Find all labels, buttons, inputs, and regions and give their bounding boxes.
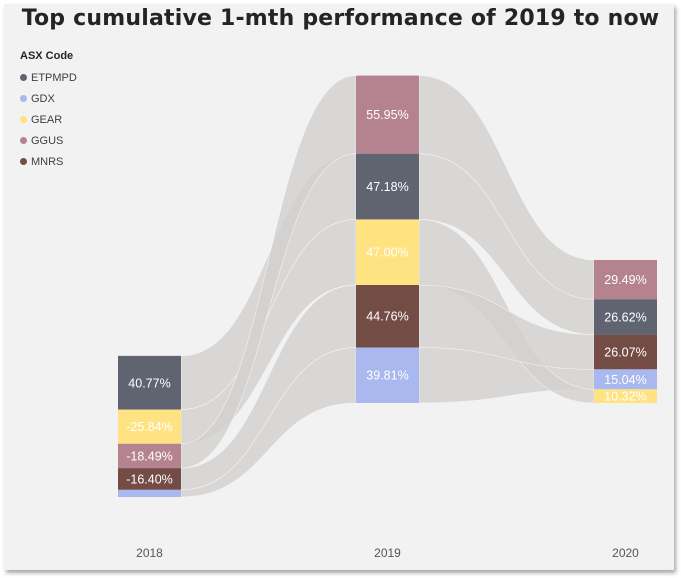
bar-gdx-2019[interactable]	[356, 347, 419, 403]
bar-gdx-2018[interactable]	[118, 489, 181, 497]
data-label-ggus-2018: -18.49%	[126, 449, 173, 463]
legend-label-mnrs: MNRS	[31, 155, 64, 168]
bar-mnrs-2018[interactable]	[118, 468, 181, 490]
x-tick-2020: 2020	[612, 546, 639, 560]
legend-label-gear: GEAR	[31, 113, 63, 126]
data-label-gear-2020: 10.32%	[604, 390, 646, 404]
legend-item-ggus[interactable]: GGUS	[20, 130, 77, 151]
legend: ASX Code ETPMPD GDX GEAR GGUS MNRS	[20, 50, 77, 172]
data-label-gear-2019: 47.00%	[366, 246, 408, 260]
data-label-ggus-2020: 29.49%	[604, 273, 646, 287]
bar-gear-2018[interactable]	[118, 409, 181, 444]
legend-item-gear[interactable]: GEAR	[20, 109, 77, 130]
data-label-mnrs-2018: -16.40%	[126, 472, 173, 486]
bar-gdx-2020[interactable]	[594, 369, 657, 390]
ribbon-layer	[180, 75, 595, 498]
legend-label-ggus: GGUS	[31, 134, 64, 147]
bar-etpmpd-2020[interactable]	[594, 299, 657, 335]
legend-dot-mnrs	[20, 158, 27, 165]
data-label-gdx-2019: 39.81%	[366, 369, 408, 383]
data-label-etpmpd-2020: 26.62%	[604, 310, 646, 324]
legend-item-gdx[interactable]: GDX	[20, 88, 77, 109]
bar-mnrs-2019[interactable]	[356, 285, 419, 348]
data-label-gdx-2020: 15.04%	[604, 373, 646, 387]
bar-gear-2020[interactable]	[594, 389, 657, 403]
legend-dot-gdx	[20, 95, 27, 102]
data-label-mnrs-2019: 44.76%	[366, 310, 408, 324]
x-axis: 2018 2019 2020	[136, 546, 639, 560]
legend-item-mnrs[interactable]: MNRS	[20, 151, 77, 172]
x-tick-2019: 2019	[374, 546, 401, 560]
data-label-etpmpd-2019: 47.18%	[366, 180, 408, 194]
bar-etpmpd-2018[interactable]	[118, 355, 181, 410]
bar-mnrs-2020[interactable]	[594, 334, 657, 370]
x-tick-2018: 2018	[136, 546, 163, 560]
bar-ggus-2018[interactable]	[118, 443, 181, 469]
legend-dot-etpmpd	[20, 74, 27, 81]
bar-etpmpd-2019[interactable]	[356, 153, 419, 220]
data-label-gear-2018: -25.84%	[126, 420, 173, 434]
legend-dot-ggus	[20, 137, 27, 144]
legend-dot-gear	[20, 116, 27, 123]
legend-label-gdx: GDX	[31, 92, 55, 105]
legend-title: ASX Code	[20, 50, 74, 62]
chart-title: Top cumulative 1-mth performance of 2019…	[21, 6, 660, 31]
data-label-ggus-2019: 55.95%	[366, 108, 408, 122]
legend-label-etpmpd: ETPMPD	[31, 71, 77, 84]
legend-item-etpmpd[interactable]: ETPMPD	[20, 67, 77, 88]
bar-ggus-2020[interactable]	[594, 259, 657, 300]
bar-layer: 40.77% -25.84% -18.49% -16.40% 47.18% 39.81% 4…	[118, 75, 657, 497]
bar-ggus-2019[interactable]	[356, 75, 419, 154]
data-label-etpmpd-2018: 40.77%	[128, 376, 170, 390]
data-label-mnrs-2020: 26.07%	[604, 345, 646, 359]
bar-gear-2019[interactable]	[356, 219, 419, 286]
